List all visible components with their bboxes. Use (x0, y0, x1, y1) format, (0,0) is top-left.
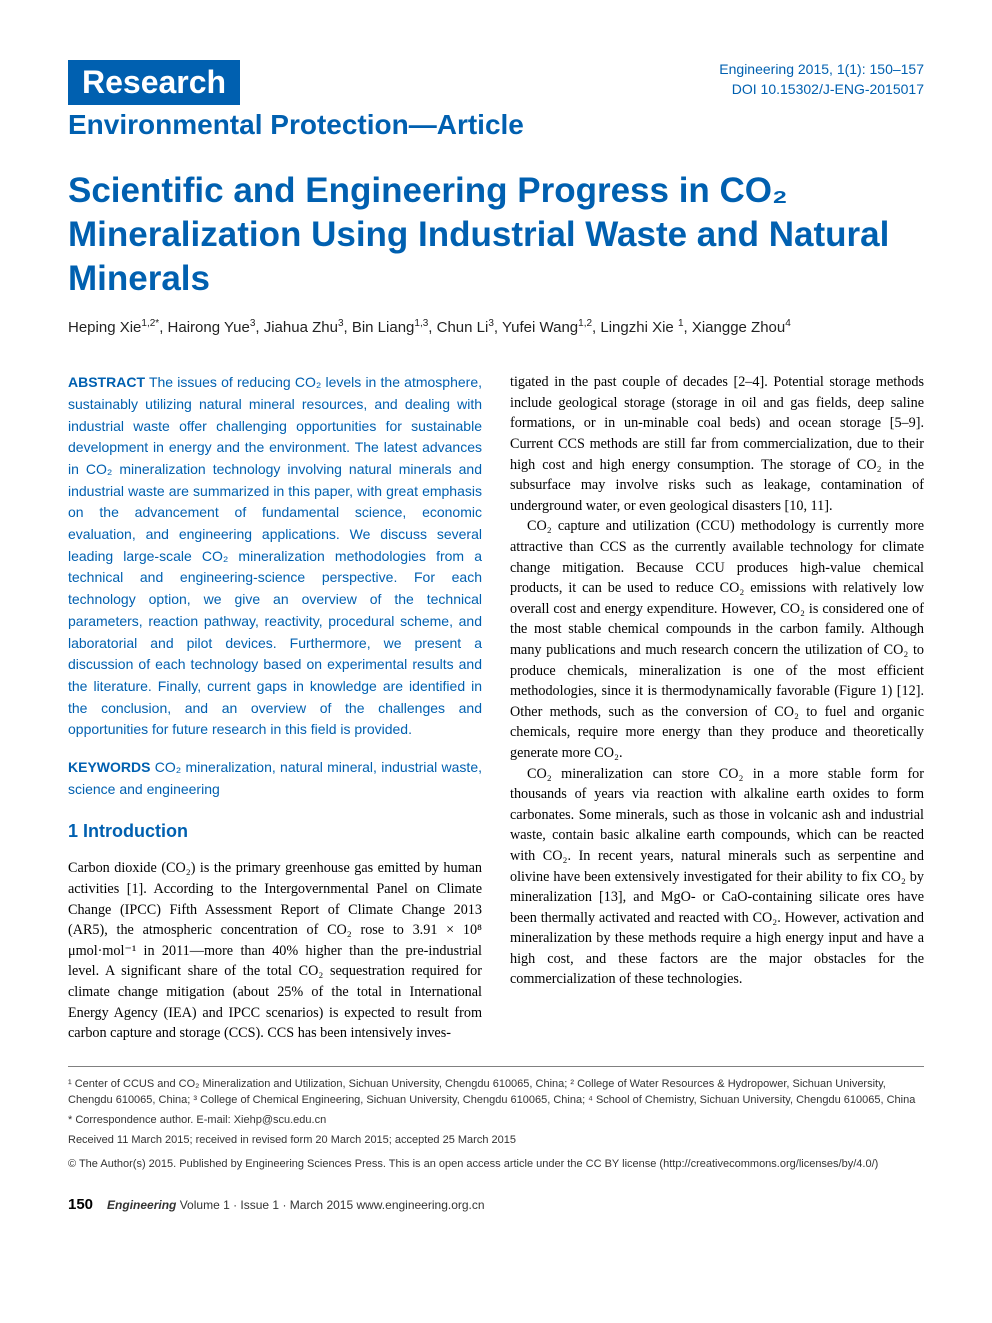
citation-line-2: DOI 10.15302/J-ENG-2015017 (719, 80, 924, 100)
abstract-label: ABSTRACT (68, 374, 145, 390)
page-footer: 150 Engineering Volume 1 · Issue 1 · Mar… (68, 1196, 924, 1213)
intro-para-1: Carbon dioxide (CO₂) is the primary gree… (68, 858, 482, 1043)
journal-name: Engineering (107, 1198, 176, 1212)
two-column-body: ABSTRACT The issues of reducing CO₂ leve… (68, 372, 924, 1044)
received-dates: Received 11 March 2015; received in revi… (68, 1133, 924, 1149)
article-category: Environmental Protection—Article (68, 109, 924, 141)
footnotes-block: ¹ Center of CCUS and CO₂ Mineralization … (68, 1077, 924, 1173)
footer-journal-info: Engineering Volume 1 · Issue 1 · March 2… (107, 1198, 485, 1212)
article-title: Scientific and Engineering Progress in C… (68, 169, 924, 300)
column-left: ABSTRACT The issues of reducing CO₂ leve… (68, 372, 482, 1044)
authors-line: Heping Xie1,2*, Hairong Yue3, Jiahua Zhu… (68, 318, 924, 336)
header-row: Research Engineering 2015, 1(1): 150–157… (68, 60, 924, 105)
issue-info: Volume 1 · Issue 1 · March 2015 www.engi… (180, 1198, 485, 1212)
abstract-block: ABSTRACT The issues of reducing CO₂ leve… (68, 372, 482, 741)
page-root: Research Engineering 2015, 1(1): 150–157… (0, 0, 992, 1253)
affiliations: ¹ Center of CCUS and CO₂ Mineralization … (68, 1077, 924, 1109)
correspondence: * Correspondence author. E-mail: Xiehp@s… (68, 1113, 924, 1129)
footnote-divider (68, 1066, 924, 1067)
page-number: 150 (68, 1196, 93, 1213)
citation-line-1: Engineering 2015, 1(1): 150–157 (719, 60, 924, 80)
license-line: © The Author(s) 2015. Published by Engin… (68, 1157, 924, 1173)
citation-block: Engineering 2015, 1(1): 150–157 DOI 10.1… (719, 60, 924, 99)
section-1-heading: 1 Introduction (68, 818, 482, 844)
right-para-2: CO₂ capture and utilization (CCU) method… (510, 516, 924, 763)
right-para-1: tigated in the past couple of decades [2… (510, 372, 924, 516)
right-para-3: CO₂ mineralization can store CO₂ in a mo… (510, 764, 924, 991)
keywords-label: KEYWORDS (68, 759, 150, 775)
abstract-text: The issues of reducing CO₂ levels in the… (68, 374, 482, 737)
keywords-block: KEYWORDS CO₂ mineralization, natural min… (68, 757, 482, 800)
column-right: tigated in the past couple of decades [2… (510, 372, 924, 1044)
research-badge: Research (68, 60, 240, 105)
